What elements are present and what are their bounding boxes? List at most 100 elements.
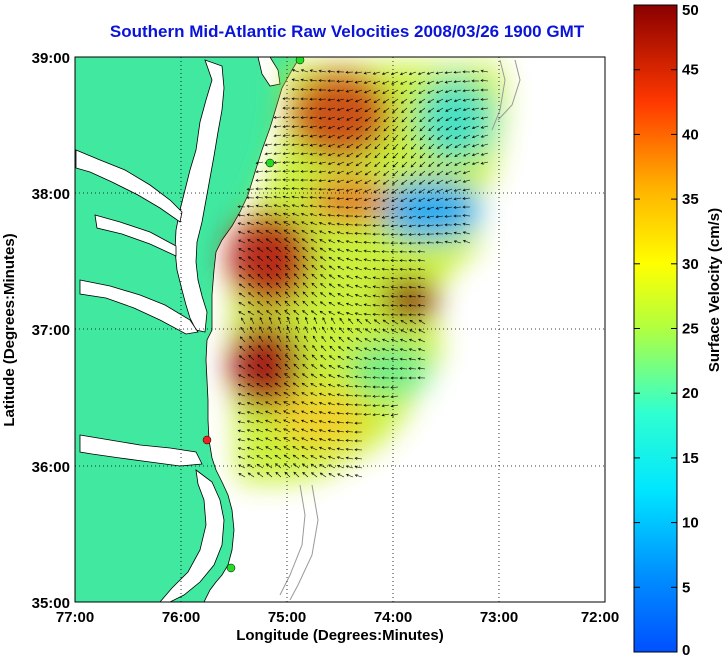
velocity-vector-head bbox=[309, 187, 313, 191]
velocity-vector-head bbox=[392, 155, 396, 159]
velocity-vector-head bbox=[390, 313, 394, 317]
velocity-vector bbox=[348, 318, 354, 325]
velocity-vector bbox=[409, 339, 417, 343]
velocity-vector-head bbox=[419, 173, 423, 176]
velocity-vector bbox=[259, 326, 264, 334]
velocity-vector bbox=[437, 152, 444, 158]
velocity-vector-head bbox=[462, 214, 466, 218]
velocity-vector bbox=[345, 224, 354, 226]
velocity-vector bbox=[374, 170, 381, 176]
velocity-vector-head bbox=[444, 71, 448, 75]
velocity-vector bbox=[248, 301, 255, 307]
velocity-vector bbox=[374, 116, 381, 122]
velocity-vector bbox=[365, 143, 372, 149]
velocity-vector-head bbox=[311, 364, 315, 367]
velocity-vector-head bbox=[266, 471, 270, 475]
velocity-vector-head bbox=[363, 223, 367, 227]
velocity-vector-head bbox=[373, 90, 377, 94]
velocity-vector bbox=[418, 329, 426, 334]
velocity-vector-head bbox=[410, 155, 414, 159]
velocity-vector bbox=[382, 277, 390, 280]
velocity-vector bbox=[311, 247, 318, 253]
velocity-vector-head bbox=[248, 292, 252, 296]
velocity-vector-head bbox=[246, 446, 251, 450]
velocity-vector bbox=[364, 304, 372, 307]
velocity-vector-head bbox=[285, 354, 288, 358]
velocity-vector bbox=[275, 310, 282, 316]
velocity-vector bbox=[301, 382, 309, 388]
velocity-vector-head bbox=[291, 212, 296, 216]
velocity-vector bbox=[319, 393, 327, 397]
velocity-vector-head bbox=[435, 71, 439, 75]
velocity-vector-head bbox=[274, 454, 278, 458]
velocity-vector bbox=[265, 437, 273, 442]
velocity-vector bbox=[436, 80, 444, 84]
velocity-vector-head bbox=[444, 90, 448, 93]
velocity-vector-head bbox=[328, 292, 332, 296]
colorbar-tick-label: 30 bbox=[682, 256, 699, 273]
velocity-vector-head bbox=[382, 338, 386, 342]
velocity-vector bbox=[445, 161, 453, 167]
velocity-vector bbox=[364, 347, 372, 352]
velocity-vector-head bbox=[256, 373, 260, 377]
velocity-vector bbox=[301, 446, 309, 451]
velocity-vector-head bbox=[283, 410, 287, 414]
velocity-vector-head bbox=[453, 223, 457, 226]
velocity-vector bbox=[337, 89, 345, 92]
velocity-vector bbox=[364, 285, 372, 289]
x-tick-label: 77:00 bbox=[56, 609, 94, 626]
velocity-vector-head bbox=[310, 455, 314, 458]
velocity-vector-head bbox=[462, 188, 466, 192]
velocity-vector bbox=[346, 116, 354, 121]
velocity-vector bbox=[293, 300, 300, 307]
velocity-vector bbox=[364, 197, 372, 201]
velocity-vector bbox=[292, 143, 300, 146]
velocity-vector bbox=[302, 463, 309, 469]
velocity-vector-head bbox=[273, 178, 277, 182]
velocity-vector bbox=[274, 454, 282, 460]
velocity-vector bbox=[337, 293, 345, 298]
velocity-vector-head bbox=[313, 317, 317, 321]
velocity-vector bbox=[437, 143, 444, 149]
velocity-vector-head bbox=[417, 215, 421, 219]
velocity-vector-head bbox=[265, 392, 269, 395]
velocity-vector bbox=[346, 465, 354, 469]
velocity-vector-head bbox=[337, 266, 341, 269]
velocity-vector-head bbox=[345, 248, 349, 252]
velocity-vector bbox=[410, 188, 417, 194]
velocity-vector bbox=[305, 317, 309, 325]
velocity-vector bbox=[355, 80, 363, 83]
velocity-vector bbox=[364, 98, 372, 103]
velocity-vector-head bbox=[372, 404, 376, 408]
velocity-vector-head bbox=[354, 197, 358, 201]
velocity-vector-head bbox=[310, 373, 314, 377]
velocity-vector bbox=[409, 89, 417, 94]
velocity-vector bbox=[463, 231, 471, 235]
velocity-vector-head bbox=[346, 356, 350, 359]
velocity-vector-head bbox=[400, 329, 404, 333]
velocity-vector bbox=[283, 125, 291, 128]
velocity-vector-head bbox=[365, 136, 369, 140]
velocity-vector bbox=[240, 327, 246, 334]
velocity-vector bbox=[364, 267, 372, 271]
velocity-vector bbox=[256, 429, 264, 433]
velocity-vector bbox=[356, 134, 363, 140]
velocity-vector bbox=[273, 116, 282, 118]
velocity-vector-head bbox=[364, 100, 368, 103]
velocity-vector bbox=[328, 438, 336, 442]
velocity-vector bbox=[427, 80, 435, 84]
velocity-vector bbox=[345, 404, 354, 406]
velocity-vector-head bbox=[345, 447, 349, 451]
velocity-vector-head bbox=[462, 171, 466, 175]
velocity-vector bbox=[445, 197, 453, 201]
velocity-vector bbox=[337, 375, 345, 379]
velocity-vector-head bbox=[320, 283, 324, 286]
velocity-vector-head bbox=[240, 326, 244, 330]
velocity-vector-head bbox=[284, 255, 288, 259]
velocity-vector-head bbox=[273, 195, 277, 199]
velocity-vector bbox=[454, 80, 462, 83]
velocity-vector bbox=[337, 448, 345, 451]
velocity-vector bbox=[390, 386, 399, 388]
velocity-vector bbox=[258, 336, 264, 343]
velocity-vector bbox=[409, 268, 417, 271]
